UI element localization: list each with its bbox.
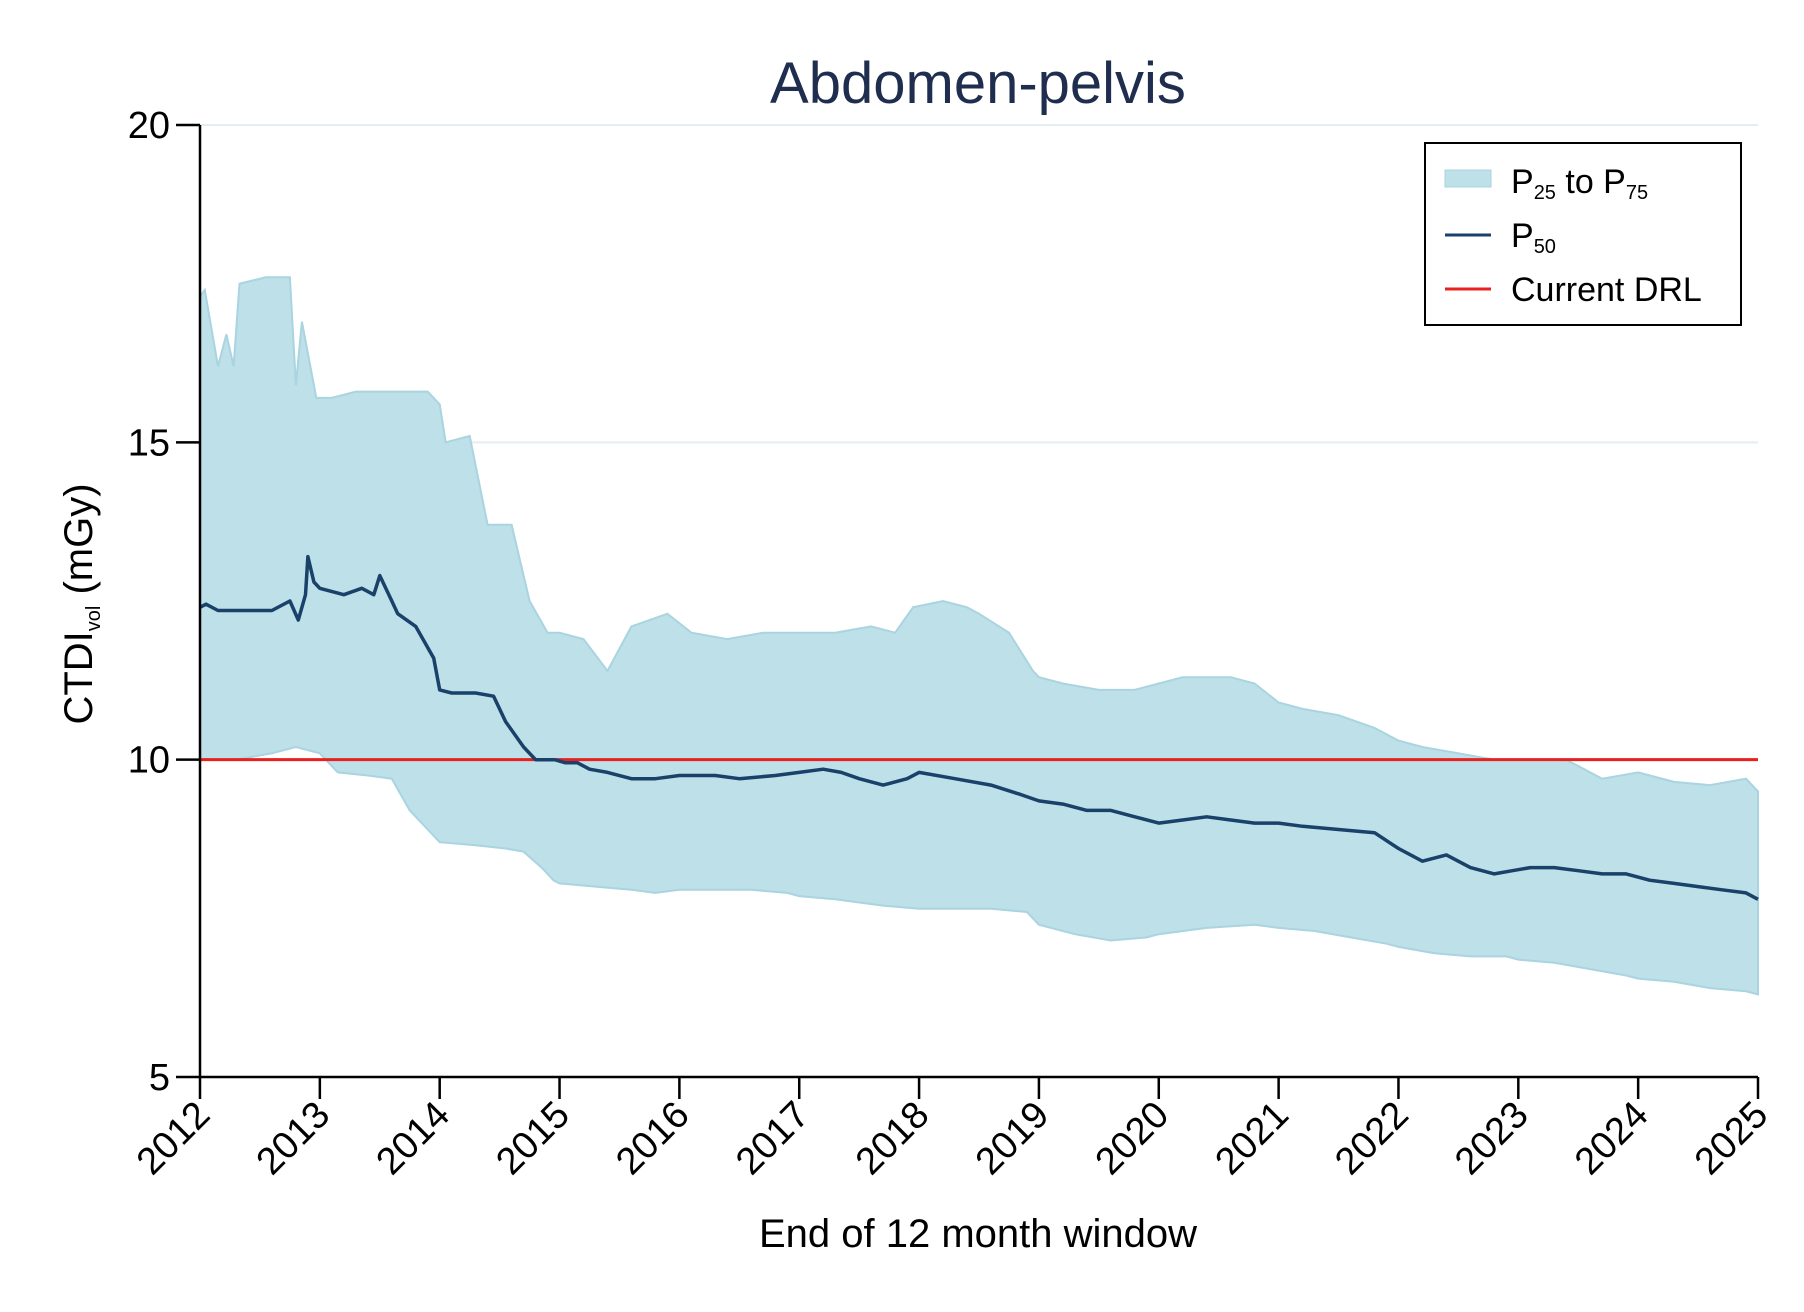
x-tick-labels: 2012 2013 2014 2015 2016 2017 2018 2019 2020 2021… (129, 1077, 1776, 1183)
x-tick-label-2024: 2024 (1567, 1094, 1656, 1183)
x-tick-label-2015: 2015 (488, 1094, 577, 1183)
legend: P25 to P75 P50 Current DRL (1424, 142, 1742, 326)
x-tick-label-2017: 2017 (728, 1094, 817, 1183)
y-axis-title: CTDIvol (mGy) (57, 483, 105, 724)
chart-title: Abdomen-pelvis (770, 51, 1186, 116)
legend-label-drl: Current DRL (1511, 271, 1702, 309)
y-axis-title-unit: (mGy) (57, 483, 101, 605)
y-tick-label-5: 5 (149, 1057, 170, 1099)
x-tick-label-2018: 2018 (848, 1094, 937, 1183)
y-tick-label-10: 10 (128, 740, 170, 782)
x-tick-label-2014: 2014 (369, 1094, 458, 1183)
x-tick-label-2012: 2012 (129, 1094, 218, 1183)
p50-line (199, 554, 1759, 901)
y-tick-label-15: 15 (128, 422, 170, 464)
legend-label-p50: P50 (1511, 217, 1556, 258)
x-tick-label-2021: 2021 (1207, 1094, 1296, 1183)
x-axis-title: End of 12 month window (759, 1212, 1197, 1256)
x-tick-label-2013: 2013 (249, 1094, 338, 1183)
x-tick-label-2023: 2023 (1447, 1094, 1536, 1183)
y-tick-label-20: 20 (128, 105, 170, 147)
x-tick-label-2019: 2019 (968, 1094, 1057, 1183)
x-tick-label-2016: 2016 (608, 1094, 697, 1183)
x-tick-label-2020: 2020 (1088, 1094, 1177, 1183)
y-tick-labels: 5 10 15 20 (128, 105, 200, 1099)
y-axis-title-subscript: vol (83, 606, 105, 632)
legend-label-band: P25 to P75 (1511, 163, 1648, 204)
x-tick-label-2025: 2025 (1687, 1094, 1776, 1183)
y-axis-title-main: CTDI (57, 631, 101, 724)
axes (198, 125, 1758, 1079)
x-tick-label-2022: 2022 (1327, 1094, 1416, 1183)
legend-band-swatch (1444, 169, 1492, 188)
p25-p75-band (199, 276, 1759, 996)
